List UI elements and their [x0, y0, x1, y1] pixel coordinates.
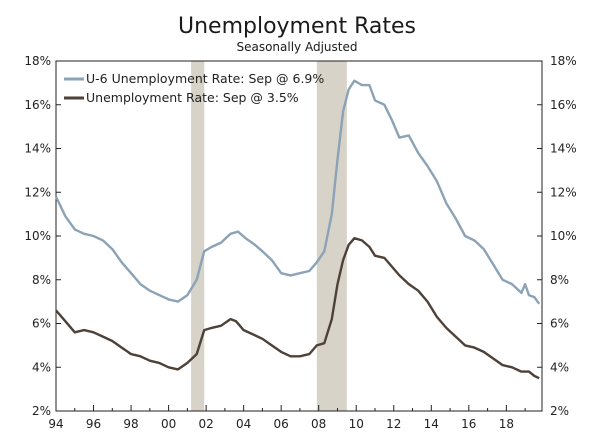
unemployment-rate-line: [55, 237, 540, 380]
y-tick-label-right: 6%: [550, 317, 569, 331]
x-tick-label: 14: [424, 417, 439, 431]
chart-subtitle: Seasonally Adjusted: [236, 40, 357, 54]
y-tick-label-right: 16%: [550, 98, 577, 112]
y-tick-label-left: 14%: [24, 142, 51, 156]
x-tick-label: 96: [86, 417, 101, 431]
recession-band: [191, 61, 205, 411]
y-tick-label-left: 6%: [32, 317, 51, 331]
series-lines: [54, 79, 541, 380]
x-tick-label: 94: [48, 417, 63, 431]
y-tick-label-left: 2%: [32, 404, 51, 418]
y-tick-label-right: 8%: [550, 273, 569, 287]
y-tick-label-left: 4%: [32, 360, 51, 374]
y-tick-label-right: 2%: [550, 404, 569, 418]
y-tick-label-left: 10%: [24, 229, 51, 243]
x-tick-label: 98: [123, 417, 138, 431]
x-tick-label: 16: [461, 417, 476, 431]
y-tick-label-left: 18%: [24, 54, 51, 68]
legend-label-u6: U-6 Unemployment Rate: Sep @ 6.9%: [86, 71, 324, 86]
y-tick-label-right: 18%: [550, 54, 577, 68]
x-tick-label: 18: [499, 417, 514, 431]
axis-ticks: 2% 2% 4% 4% 6% 6% 8% 8% 10% 10% 12% 12% 14% 14% 16% 16%…: [24, 54, 576, 431]
u6-unemployment-line: [54, 79, 541, 305]
y-tick-label-left: 12%: [24, 185, 51, 199]
x-tick-label: 04: [236, 417, 251, 431]
y-tick-label-right: 14%: [550, 142, 577, 156]
recession-bands: [191, 61, 347, 411]
x-tick-label: 08: [311, 417, 326, 431]
y-tick-label-left: 8%: [32, 273, 51, 287]
chart-title: Unemployment Rates: [178, 14, 416, 39]
legend: U-6 Unemployment Rate: Sep @ 6.9% Unempl…: [64, 71, 324, 105]
x-tick-label: 02: [198, 417, 213, 431]
y-tick-label-left: 16%: [24, 98, 51, 112]
plot-frame: [55, 60, 543, 412]
legend-label-unemployment: Unemployment Rate: Sep @ 3.5%: [86, 90, 299, 105]
y-tick-label-right: 10%: [550, 229, 577, 243]
x-tick-label: 10: [349, 417, 364, 431]
x-tick-label: 00: [161, 417, 176, 431]
x-tick-label: 06: [274, 417, 289, 431]
y-tick-label-right: 12%: [550, 185, 577, 199]
x-tick-label: 12: [386, 417, 401, 431]
y-tick-label-right: 4%: [550, 360, 569, 374]
